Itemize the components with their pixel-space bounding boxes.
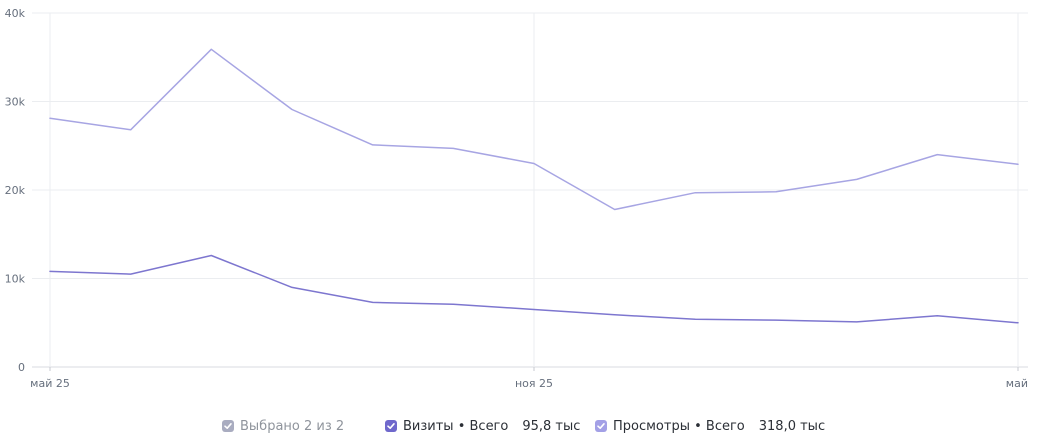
series-lines — [49, 48, 1019, 324]
y-tick-label: 0 — [18, 361, 25, 374]
y-tick-label: 30k — [5, 96, 26, 109]
series-line-visits[interactable] — [49, 254, 1019, 324]
legend-select-all[interactable]: Выбрано 2 из 2 — [222, 413, 344, 439]
legend-views-label: Просмотры • Всего — [613, 418, 745, 434]
x-tick-label: май — [1006, 377, 1028, 390]
x-axis-ticks: май 25 ноя 25 май — [30, 367, 1028, 390]
y-axis-ticks: 0 10k 20k 30k 40k — [5, 7, 26, 374]
y-tick-label: 10k — [5, 273, 26, 286]
legend-visits-label: Визиты • Всего — [403, 418, 509, 434]
x-tick-label: ноя 25 — [515, 377, 553, 390]
legend-selected-label: Выбрано 2 из 2 — [240, 418, 345, 434]
checkbox-icon[interactable] — [595, 420, 607, 432]
y-tick-label: 40k — [5, 7, 26, 20]
legend-views-total: 318,0 тыс — [758, 418, 826, 434]
legend-item-visits[interactable]: Визиты • Всего 95,8 тыс — [385, 413, 580, 439]
checkbox-icon[interactable] — [222, 420, 234, 432]
checkbox-icon[interactable] — [385, 420, 397, 432]
grid — [32, 12, 1028, 368]
x-tick-label: май 25 — [30, 377, 70, 390]
legend-item-views[interactable]: Просмотры • Всего 318,0 тыс — [595, 413, 825, 439]
y-tick-label: 20k — [5, 184, 26, 197]
legend-visits-total: 95,8 тыс — [522, 418, 581, 434]
line-chart: 0 10k 20k 30k 40k май 25 ноя 25 май — [5, 7, 1028, 390]
chart-legend: Выбрано 2 из 2 Визиты • Всего 95,8 тыс П… — [0, 413, 1043, 439]
chart-canvas: 0 10k 20k 30k 40k май 25 ноя 25 май — [5, 7, 1028, 390]
series-line-views[interactable] — [49, 48, 1019, 211]
